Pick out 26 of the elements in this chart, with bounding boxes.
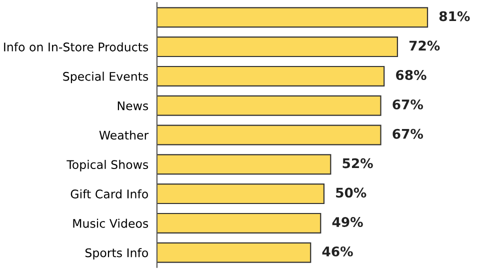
y-tick-label: Music Videos: [73, 218, 148, 228]
bar: [156, 7, 428, 28]
bar: [156, 212, 322, 234]
y-tick-label: News: [118, 101, 148, 110]
bar: [156, 36, 398, 58]
data-label: 49%: [332, 217, 363, 228]
data-label: 68%: [396, 70, 426, 80]
y-tick-label: Gift Card Info: [70, 189, 148, 198]
bar: [156, 124, 382, 146]
data-label: 46%: [322, 246, 353, 256]
data-label: 50%: [336, 188, 366, 198]
bar: [156, 184, 325, 204]
y-tick-label: Weather: [99, 130, 149, 140]
bar: [156, 242, 312, 263]
bar: [156, 154, 332, 175]
data-label: 72%: [409, 40, 440, 51]
y-tick-label: Topical Shows: [66, 160, 148, 172]
data-label: 81%: [439, 11, 470, 22]
y-tick-label: Sports Info: [85, 248, 148, 260]
y-tick-label: Special Events: [63, 72, 148, 84]
data-label: 52%: [342, 158, 373, 168]
data-label: 67%: [392, 128, 424, 139]
bar: [156, 66, 385, 86]
data-label: 67%: [392, 99, 424, 110]
y-tick-label: Info on In-Store Products: [4, 42, 148, 52]
bar: [156, 95, 382, 116]
